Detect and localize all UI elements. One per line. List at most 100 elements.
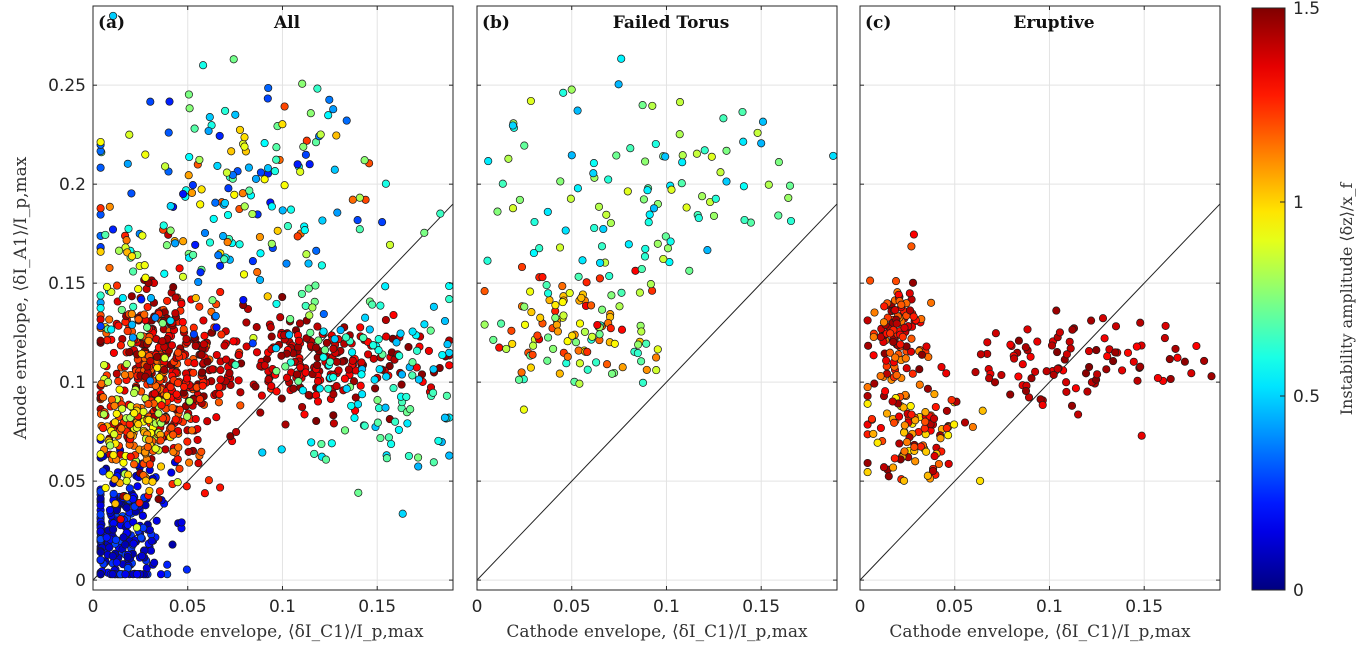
data-point (208, 296, 217, 305)
data-point (300, 410, 309, 419)
data-point (921, 408, 930, 417)
data-point (175, 405, 184, 414)
data-point (583, 347, 592, 356)
data-point (881, 387, 890, 396)
data-point (907, 347, 916, 356)
data-point (382, 332, 391, 341)
data-point (138, 231, 147, 240)
y-tick-label: 0.25 (48, 76, 86, 96)
data-point (197, 350, 206, 359)
data-point (542, 281, 551, 290)
data-point (568, 331, 577, 340)
data-point (869, 351, 878, 360)
data-point (305, 160, 314, 169)
data-point (365, 325, 374, 334)
data-point (703, 246, 712, 255)
data-point (122, 493, 131, 502)
data-point (357, 370, 366, 379)
data-point (553, 327, 562, 336)
data-point (635, 288, 644, 297)
data-point (143, 442, 152, 452)
data-point (598, 305, 607, 314)
data-point (134, 284, 143, 294)
data-point (315, 384, 324, 393)
data-point (200, 331, 209, 340)
data-point (596, 258, 605, 267)
data-point (205, 113, 214, 122)
data-point (216, 261, 225, 270)
data-point (1052, 306, 1061, 315)
data-point (240, 142, 249, 151)
data-point (420, 228, 429, 237)
data-point (515, 195, 524, 204)
data-point (101, 230, 110, 239)
data-point (909, 312, 918, 321)
data-point (294, 377, 303, 386)
data-point (134, 315, 143, 324)
data-point (174, 348, 183, 357)
data-point (863, 468, 872, 477)
data-point (574, 346, 583, 355)
data-point (876, 371, 885, 381)
data-point (127, 292, 136, 301)
data-point (402, 392, 411, 401)
data-point (293, 232, 302, 241)
data-point (107, 287, 116, 297)
data-point (244, 163, 253, 172)
panel-title: Eruptive (1013, 13, 1094, 33)
data-point (565, 288, 574, 298)
data-point (558, 298, 567, 307)
data-point (277, 351, 286, 360)
data-point (784, 193, 793, 202)
data-point (910, 442, 919, 452)
data-point (899, 476, 909, 485)
data-point (942, 369, 951, 378)
data-point (155, 487, 164, 496)
data-point (1006, 390, 1015, 399)
data-point (196, 200, 205, 209)
data-point (504, 154, 513, 163)
data-point (276, 313, 285, 322)
data-point (675, 98, 685, 107)
data-point (529, 341, 538, 350)
data-point (604, 175, 613, 184)
data-point (126, 430, 135, 440)
data-point (615, 302, 624, 311)
data-point (329, 411, 338, 420)
data-point (382, 454, 391, 463)
data-point (900, 421, 909, 430)
data-point (185, 397, 194, 406)
data-point (102, 282, 112, 291)
data-point (917, 350, 927, 359)
data-point (234, 376, 243, 385)
data-point (960, 418, 970, 427)
data-point (1053, 348, 1062, 357)
data-point (408, 327, 417, 336)
data-point (971, 368, 980, 377)
data-point (102, 533, 111, 542)
data-point (891, 306, 900, 315)
data-point (110, 475, 119, 484)
data-point (678, 151, 687, 160)
data-point (573, 184, 582, 193)
data-point (306, 328, 315, 337)
data-point (151, 444, 160, 453)
data-point (248, 339, 257, 348)
data-point (203, 417, 212, 426)
data-point (164, 128, 173, 137)
data-point (891, 353, 900, 362)
data-point (607, 291, 616, 300)
data-point (122, 476, 131, 486)
data-point (96, 450, 105, 459)
data-point (1187, 369, 1196, 378)
data-point (134, 420, 143, 429)
data-point (864, 341, 873, 350)
data-point (1137, 431, 1146, 440)
data-point (251, 174, 261, 183)
data-point (543, 356, 552, 365)
data-point (514, 375, 524, 384)
data-point (264, 83, 273, 93)
data-point (440, 413, 449, 422)
data-point (873, 438, 882, 447)
data-point (642, 365, 651, 374)
